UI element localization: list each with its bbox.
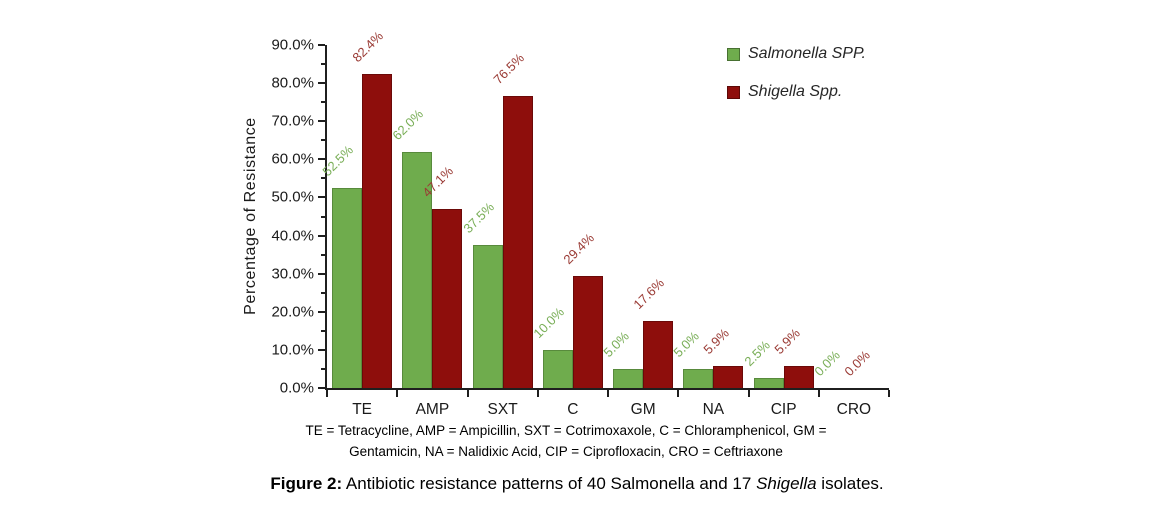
x-axis-category-SXT: SXT — [487, 401, 518, 418]
bar-shigella-TE — [362, 73, 392, 388]
x-axis-category-C: C — [567, 401, 579, 418]
bar-shigella-CIP — [783, 365, 814, 388]
value-label-salmonella-NA: 5.0% — [670, 328, 703, 360]
y-axis-major-tick — [318, 387, 325, 389]
footnote-line-2: Gentamicin, NA = Nalidixic Acid, CIP = C… — [349, 444, 783, 459]
value-label-shigella-TE: 82.4% — [349, 28, 387, 65]
bar-shigella-C — [572, 275, 603, 388]
x-axis-tick — [466, 390, 469, 397]
caption-segment: Antibiotic resistance patterns of 40 Sal… — [342, 474, 757, 493]
bar-shigella-AMP — [432, 208, 463, 388]
bar-shigella-GM — [643, 320, 673, 388]
caption-segment: isolates. — [816, 474, 884, 493]
y-axis-major-tick — [318, 234, 325, 237]
y-axis-tick-label: 20.0% — [271, 303, 314, 321]
x-axis-tick — [677, 390, 680, 397]
y-axis-minor-tick — [321, 177, 325, 180]
value-label-shigella-CRO: 0.0% — [841, 347, 873, 379]
y-axis-major-tick — [318, 158, 325, 161]
y-axis-tick-label: 80.0% — [271, 74, 314, 92]
y-axis-tick-label: 30.0% — [271, 265, 314, 283]
value-label-salmonella-C: 10.0% — [530, 304, 567, 341]
y-axis-minor-tick — [321, 101, 325, 104]
x-axis-tick — [817, 390, 820, 397]
value-label-salmonella-CIP: 2.5% — [740, 337, 773, 370]
footnote-line-1: TE = Tetracycline, AMP = Ampicillin, SXT… — [305, 423, 827, 438]
y-axis-title: Percentage of Resistance — [242, 117, 259, 315]
bar-salmonella-TE — [332, 187, 362, 388]
y-axis-minor-tick — [321, 367, 325, 370]
legend-swatch-icon — [727, 85, 740, 99]
y-axis-tick-label: 70.0% — [271, 112, 314, 130]
legend-label: Shigella Spp. — [748, 83, 843, 100]
x-axis-tick — [747, 390, 750, 397]
y-axis-minor-tick — [321, 291, 325, 294]
y-axis-major-tick — [318, 272, 325, 275]
y-axis-minor-tick — [321, 139, 325, 142]
figure-caption: Figure 2: Antibiotic resistance patterns… — [10, 474, 1144, 494]
bar-salmonella-NA — [683, 368, 714, 388]
bar-salmonella-CIP — [753, 378, 784, 388]
y-axis-tick-label: 0.0% — [279, 379, 314, 397]
bar-shigella-SXT — [502, 96, 533, 388]
value-label-salmonella-CRO: 0.0% — [811, 347, 843, 379]
x-axis-category-TE: TE — [352, 401, 373, 418]
axis-footnote: TE = Tetracycline, AMP = Ampicillin, SXT… — [230, 420, 902, 462]
y-axis-major-tick — [318, 310, 325, 313]
caption-segment: Shigella — [756, 474, 817, 493]
y-axis-tick-label: 60.0% — [271, 150, 314, 168]
legend-item: Shigella Spp. — [727, 83, 866, 101]
caption-segment: Figure 2: — [270, 474, 343, 493]
value-label-salmonella-AMP: 62.0% — [389, 106, 427, 143]
y-axis-major-tick — [318, 196, 325, 199]
bar-salmonella-GM — [613, 368, 643, 388]
y-axis-tick-label: 50.0% — [271, 188, 314, 206]
legend-label: Salmonella SPP. — [748, 45, 866, 62]
x-axis-category-CIP: CIP — [770, 401, 797, 418]
x-axis-tick — [326, 390, 328, 397]
y-axis-tick-label: 40.0% — [271, 227, 314, 245]
legend: Salmonella SPP. Shigella Spp. — [727, 45, 866, 101]
bar-shigella-NA — [713, 365, 744, 388]
x-axis-tick — [607, 390, 609, 397]
y-axis-minor-tick — [321, 253, 325, 256]
y-axis-major-tick — [318, 348, 325, 351]
y-axis-major-tick — [318, 44, 325, 46]
value-label-salmonella-TE: 52.5% — [319, 142, 357, 179]
value-label-shigella-CIP: 5.9% — [770, 324, 803, 357]
y-axis-major-tick — [318, 120, 325, 123]
y-axis-major-tick — [318, 82, 325, 85]
legend-item: Salmonella SPP. — [727, 45, 866, 63]
value-label-salmonella-GM: 5.0% — [600, 328, 632, 360]
value-label-shigella-SXT: 76.5% — [489, 50, 527, 88]
x-axis-tick — [888, 390, 890, 397]
legend-swatch-icon — [727, 47, 740, 61]
value-label-shigella-GM: 17.6% — [630, 275, 668, 312]
x-axis-category-AMP: AMP — [415, 401, 450, 418]
bar-salmonella-SXT — [472, 245, 503, 388]
value-label-shigella-NA: 5.9% — [700, 324, 733, 357]
y-axis-tick-label: 90.0% — [271, 36, 314, 54]
x-axis-tick — [396, 390, 399, 397]
bar-salmonella-AMP — [402, 151, 433, 388]
value-label-shigella-C: 29.4% — [560, 230, 597, 267]
bar-salmonella-C — [542, 349, 573, 388]
y-axis-minor-tick — [321, 329, 325, 332]
x-axis-category-GM: GM — [630, 401, 656, 418]
value-label-salmonella-SXT: 37.5% — [459, 199, 497, 237]
x-axis-tick — [536, 390, 539, 397]
y-axis-minor-tick — [321, 215, 325, 218]
y-axis-tick-label: 10.0% — [271, 341, 314, 359]
y-axis-minor-tick — [321, 63, 325, 66]
x-axis-category-NA: NA — [702, 401, 725, 418]
x-axis-category-CRO: CRO — [836, 401, 872, 418]
plot-area: 0.0% 10.0% 20.0% 30.0% 40.0% 50.0% 60.0% 70.0% 8… — [271, 28, 890, 418]
